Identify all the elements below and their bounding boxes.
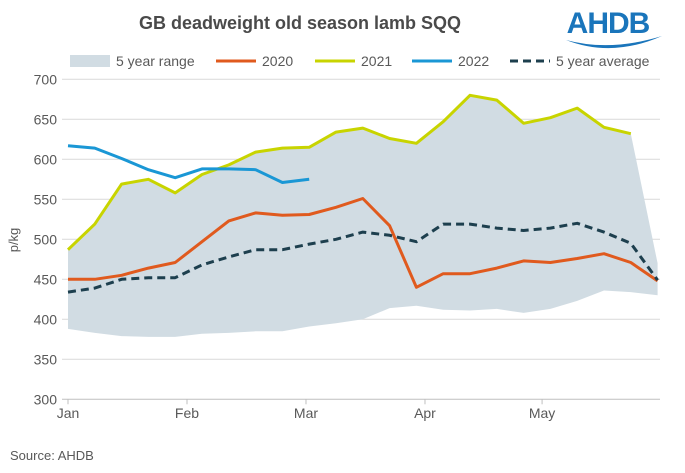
legend-label: 5 year range — [116, 53, 195, 69]
legend-swatch-range — [70, 55, 110, 67]
y-tick-label: 450 — [34, 271, 58, 287]
legend-label: 5 year average — [556, 53, 650, 69]
y-tick-label: 600 — [34, 151, 58, 167]
source-note: Source: AHDB — [10, 448, 94, 463]
y-tick-label: 700 — [34, 71, 58, 87]
y-axis-label: p/kg — [6, 228, 21, 253]
y-tick-label: 350 — [34, 351, 58, 367]
y-tick-label: 400 — [34, 311, 58, 327]
y-axis: 300 350 400 450 500 550 600 650 700 — [34, 71, 58, 407]
y-tick-label: 550 — [34, 191, 58, 207]
plot-area — [66, 93, 659, 337]
legend: 5 year range 2020 2021 2022 5 year average — [70, 53, 650, 69]
y-tick-label: 500 — [34, 231, 58, 247]
x-tick-label: Mar — [294, 405, 318, 421]
range-area-5-year — [68, 95, 658, 337]
x-tick-label: May — [529, 405, 555, 421]
legend-label: 2021 — [361, 53, 392, 69]
logo-text: AHDB — [567, 7, 650, 40]
series-line-2022 — [67, 144, 310, 184]
series-line-2020 — [68, 197, 659, 289]
legend-label: 2020 — [262, 53, 293, 69]
chart-title: GB deadweight old season lamb SQQ — [139, 13, 461, 33]
series-line-5-year-average — [67, 221, 659, 294]
legend-label: 2022 — [458, 53, 489, 69]
x-axis: Jan Feb Mar Apr May — [57, 398, 660, 421]
series-line-2021 — [66, 93, 632, 251]
x-tick-label: Apr — [414, 405, 436, 421]
ahdb-logo: AHDB — [566, 7, 662, 49]
y-tick-label: 300 — [34, 391, 58, 407]
y-tick-label: 650 — [34, 111, 58, 127]
x-tick-label: Feb — [175, 405, 199, 421]
logo-swoosh — [566, 36, 662, 49]
x-tick-label: Jan — [57, 405, 80, 421]
